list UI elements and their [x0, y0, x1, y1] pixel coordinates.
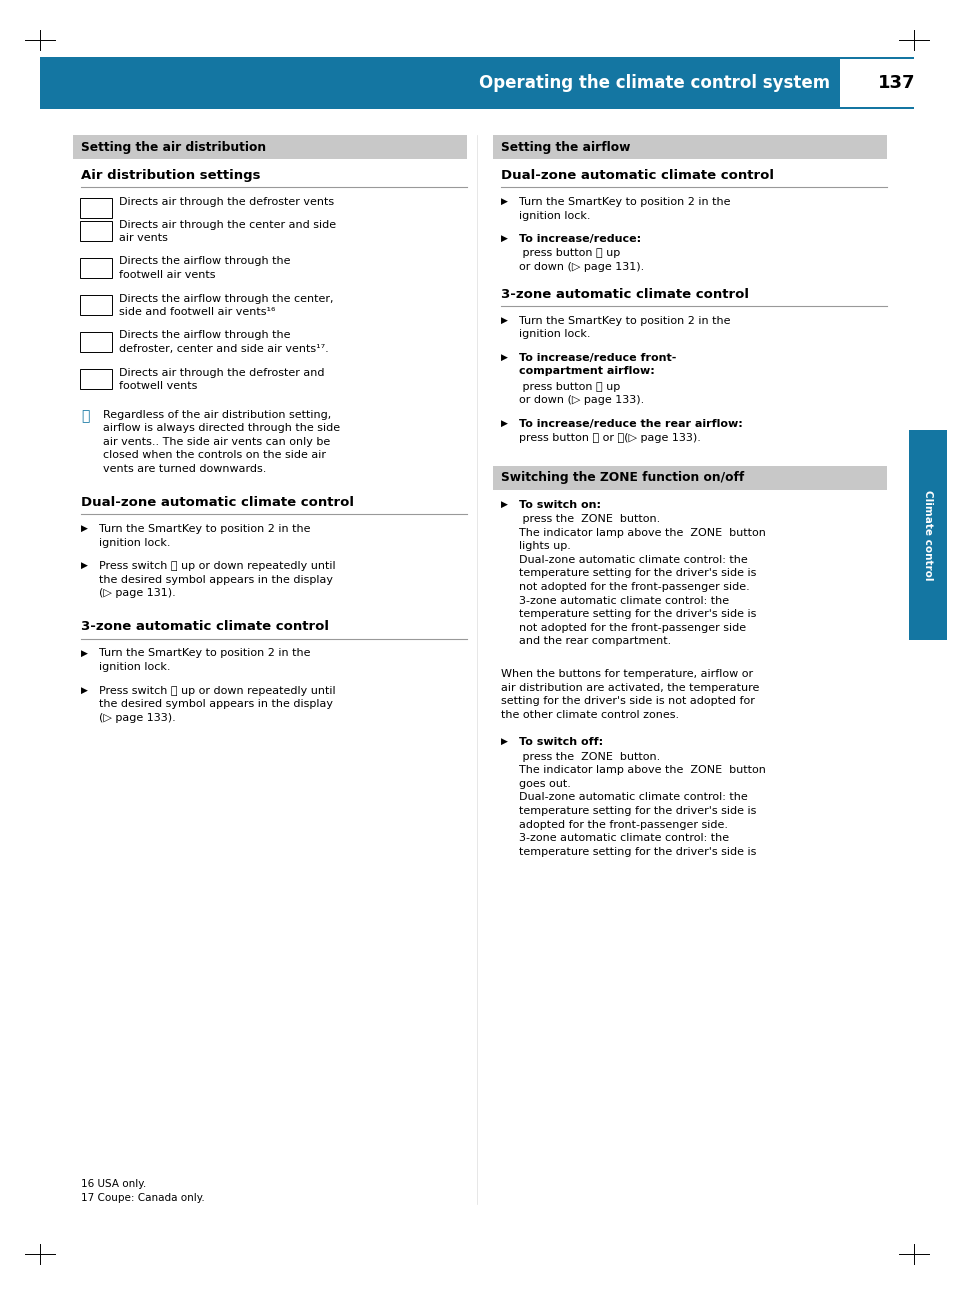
Text: Directs air through the defroster and
footwell vents: Directs air through the defroster and fo… — [119, 367, 324, 391]
Text: ▶: ▶ — [81, 562, 88, 569]
Text: Press switch ⓒ up or down repeatedly until
the desired symbol appears in the dis: Press switch ⓒ up or down repeatedly unt… — [99, 686, 335, 723]
FancyBboxPatch shape — [80, 331, 112, 352]
Text: To increase/reduce the rear airflow:: To increase/reduce the rear airflow: — [518, 418, 741, 428]
Text: ▶: ▶ — [500, 418, 507, 427]
Text: press button ⓖ or ⓛ(▷ page 133).: press button ⓖ or ⓛ(▷ page 133). — [518, 433, 700, 443]
Text: To switch on:: To switch on: — [518, 499, 600, 510]
Bar — [493, 466, 886, 489]
Text: 3-zone automatic climate control: 3-zone automatic climate control — [500, 287, 748, 300]
Text: When the buttons for temperature, airflow or
air distribution are activated, the: When the buttons for temperature, airflo… — [500, 669, 759, 719]
Text: 3-zone automatic climate control: 3-zone automatic climate control — [81, 621, 329, 634]
Text: Turn the SmartKey to position 2 in the
ignition lock.: Turn the SmartKey to position 2 in the i… — [99, 524, 311, 547]
Text: press button ⓐ up
or down (▷ page 131).: press button ⓐ up or down (▷ page 131). — [518, 248, 643, 272]
FancyBboxPatch shape — [80, 198, 112, 217]
Text: Setting the air distribution: Setting the air distribution — [81, 141, 266, 154]
Text: Turn the SmartKey to position 2 in the
ignition lock.: Turn the SmartKey to position 2 in the i… — [518, 316, 730, 339]
Text: Dual-zone automatic climate control: Dual-zone automatic climate control — [81, 496, 354, 509]
Text: ▶: ▶ — [500, 234, 507, 243]
Text: Turn the SmartKey to position 2 in the
ignition lock.: Turn the SmartKey to position 2 in the i… — [518, 197, 730, 220]
Text: ▶: ▶ — [81, 686, 88, 695]
Text: Directs the airflow through the
defroster, center and side air vents¹⁷.: Directs the airflow through the defroste… — [119, 330, 329, 355]
Text: Directs the airflow through the
footwell air vents: Directs the airflow through the footwell… — [119, 256, 291, 280]
Text: 137: 137 — [878, 74, 915, 92]
Text: ▶: ▶ — [500, 499, 507, 509]
Text: Directs air through the center and side
air vents: Directs air through the center and side … — [119, 220, 335, 243]
Text: ▶: ▶ — [81, 648, 88, 657]
Text: press the  ZONE  button.
The indicator lamp above the  ZONE  button
lights up.
D: press the ZONE button. The indicator lam… — [518, 514, 765, 647]
Bar — [493, 135, 886, 159]
Bar — [840, 60, 953, 107]
FancyBboxPatch shape — [80, 369, 112, 388]
FancyBboxPatch shape — [80, 258, 112, 277]
Text: press the  ZONE  button.
The indicator lamp above the  ZONE  button
goes out.
Du: press the ZONE button. The indicator lam… — [518, 752, 765, 857]
Text: Press switch ⓐ up or down repeatedly until
the desired symbol appears in the dis: Press switch ⓐ up or down repeatedly unt… — [99, 562, 335, 598]
Text: 16 USA only.: 16 USA only. — [81, 1179, 146, 1189]
Text: 17 Coupe: Canada only.: 17 Coupe: Canada only. — [81, 1193, 205, 1203]
Bar — [40, 57, 913, 109]
Text: ▶: ▶ — [500, 352, 507, 361]
Text: Operating the climate control system: Operating the climate control system — [478, 74, 829, 92]
Text: To switch off:: To switch off: — [518, 738, 602, 747]
Text: Turn the SmartKey to position 2 in the
ignition lock.: Turn the SmartKey to position 2 in the i… — [99, 648, 311, 672]
Text: ▶: ▶ — [500, 197, 507, 206]
Text: Directs air through the defroster vents: Directs air through the defroster vents — [119, 197, 334, 207]
Text: ▶: ▶ — [500, 316, 507, 325]
FancyBboxPatch shape — [80, 295, 112, 314]
Text: Dual-zone automatic climate control: Dual-zone automatic climate control — [500, 170, 773, 182]
Text: Air distribution settings: Air distribution settings — [81, 170, 260, 182]
Text: ▶: ▶ — [81, 524, 88, 533]
Text: Climate control: Climate control — [923, 489, 932, 580]
Text: press button ⓛ up
or down (▷ page 133).: press button ⓛ up or down (▷ page 133). — [518, 382, 643, 405]
Text: Regardless of the air distribution setting,
airflow is always directed through t: Regardless of the air distribution setti… — [103, 409, 340, 474]
FancyBboxPatch shape — [80, 220, 112, 241]
Text: To increase/reduce:: To increase/reduce: — [518, 234, 640, 245]
Text: To increase/reduce front-
compartment airflow:: To increase/reduce front- compartment ai… — [518, 352, 676, 377]
Text: ▶: ▶ — [500, 738, 507, 747]
Text: Directs the airflow through the center,
side and footwell air vents¹⁶: Directs the airflow through the center, … — [119, 294, 334, 317]
Bar — [908, 430, 946, 641]
Text: Switching the ZONE function on/off: Switching the ZONE function on/off — [500, 471, 743, 484]
Bar — [73, 135, 467, 159]
Text: Setting the airflow: Setting the airflow — [500, 141, 630, 154]
Text: ⓘ: ⓘ — [81, 409, 90, 423]
